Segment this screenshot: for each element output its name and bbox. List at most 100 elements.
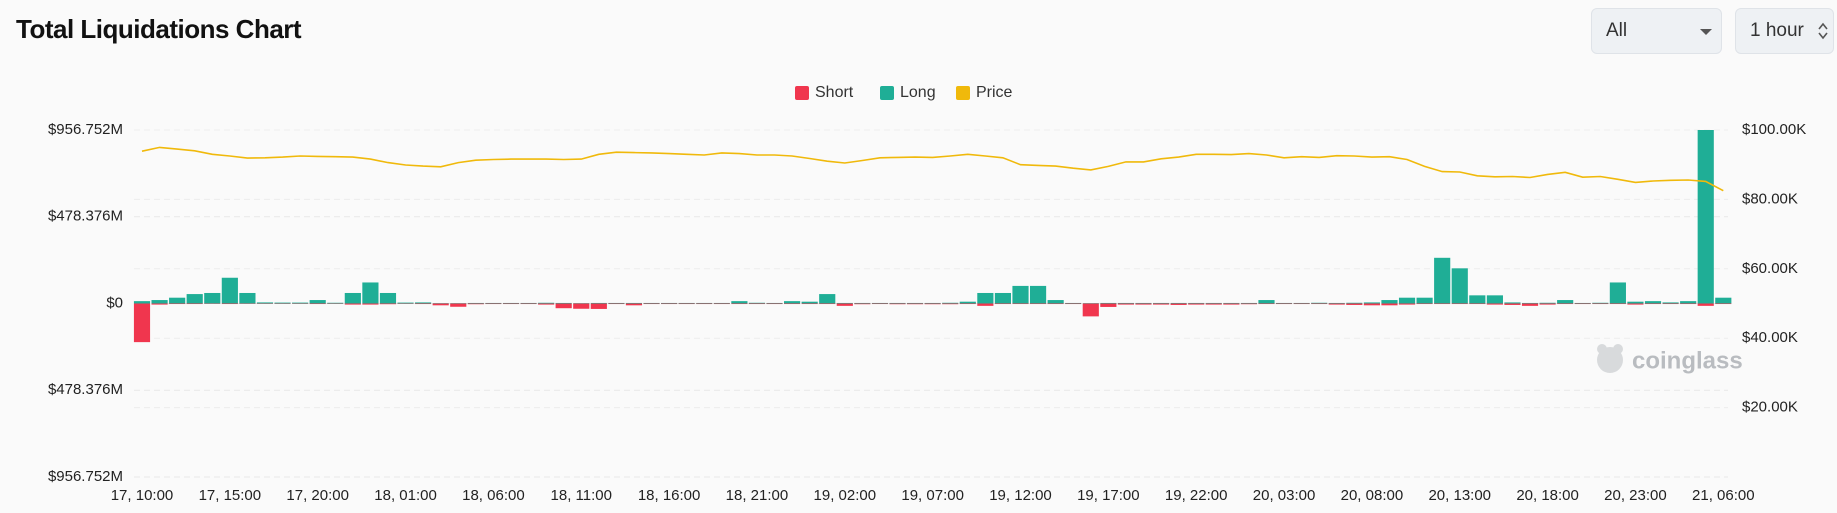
bar (256, 302, 274, 304)
bar (344, 292, 361, 304)
bar (1117, 303, 1135, 305)
y-tick-label: $0 (106, 294, 123, 311)
page-title: Total Liquidations Chart (16, 14, 302, 44)
bar (854, 302, 871, 304)
bar (292, 302, 309, 304)
bar (924, 302, 941, 304)
bar (1293, 302, 1310, 304)
bar (1557, 303, 1574, 305)
x-tick-label: 17, 20:00 (286, 487, 349, 504)
watermark: coinglass (1632, 347, 1743, 374)
bar (1328, 303, 1345, 305)
legend-item[interactable]: Price (956, 84, 1013, 101)
bar (1240, 302, 1257, 304)
bar (977, 303, 994, 306)
bar (801, 303, 818, 305)
bar (1434, 303, 1451, 305)
bar (1029, 285, 1047, 304)
legend-swatch (880, 86, 894, 100)
bar (1258, 300, 1275, 304)
bar (1293, 303, 1310, 305)
bar (555, 302, 572, 304)
bar (942, 303, 959, 305)
bar (1381, 300, 1398, 304)
bar (1697, 130, 1714, 304)
bar (309, 303, 326, 305)
x-tick-label: 17, 15:00 (199, 487, 262, 504)
interval-select[interactable]: 1 hour (1735, 8, 1834, 54)
bar (625, 303, 643, 306)
bar (1188, 303, 1205, 305)
bar (1152, 303, 1170, 305)
bar (1328, 302, 1345, 304)
bar (221, 303, 238, 305)
bar (309, 300, 326, 304)
x-tick-label: 19, 17:00 (1077, 487, 1140, 504)
x-tick-label: 18, 11:00 (551, 487, 612, 504)
bar (1170, 303, 1187, 305)
legend-label: Long (900, 84, 936, 101)
bar (169, 297, 186, 304)
legend-item[interactable]: Long (880, 84, 936, 101)
bar (1398, 303, 1416, 305)
bar (133, 301, 151, 304)
bar (854, 303, 871, 305)
bar (1029, 303, 1047, 305)
legend-item[interactable]: Short (795, 84, 854, 101)
bar (1346, 302, 1363, 304)
bar (1574, 303, 1591, 305)
bar (1117, 302, 1135, 304)
bar (1311, 303, 1328, 305)
bar (784, 303, 801, 305)
bar (485, 302, 502, 304)
bar (590, 303, 607, 309)
x-tick-label: 19, 02:00 (814, 487, 877, 504)
bar (1627, 303, 1644, 305)
bar (1240, 303, 1257, 305)
bar (133, 303, 151, 343)
legend-label: Short (815, 84, 854, 101)
bar (1451, 303, 1468, 305)
price-line (141, 146, 1724, 192)
bar (977, 292, 994, 304)
bar (1135, 303, 1152, 305)
bar (379, 303, 397, 305)
bar (1346, 303, 1363, 305)
bar (573, 303, 590, 309)
legend-swatch (956, 86, 970, 100)
bar (713, 302, 730, 304)
bar (415, 302, 432, 304)
bar (889, 302, 906, 304)
bar (1715, 303, 1732, 305)
bar (520, 302, 537, 304)
bar (1188, 302, 1205, 304)
bar (906, 302, 924, 304)
bar (1504, 303, 1521, 305)
bar (397, 302, 414, 304)
bar (1539, 302, 1556, 304)
x-tick-label: 19, 22:00 (1165, 487, 1228, 504)
bar (819, 294, 836, 304)
watermark-logo (1597, 344, 1623, 373)
bar (221, 277, 238, 304)
bar (1416, 297, 1433, 304)
bar (801, 301, 818, 304)
bar (186, 303, 203, 305)
bar (924, 303, 941, 305)
coin-select[interactable]: All (1591, 8, 1722, 54)
y-tick-label: $478.376M (48, 208, 123, 225)
bar (1363, 303, 1380, 306)
bar (1680, 303, 1697, 305)
bar (1223, 302, 1240, 304)
bar (959, 301, 976, 304)
bar (1644, 301, 1662, 304)
bar (836, 303, 853, 306)
x-tick-label: 19, 12:00 (989, 487, 1052, 504)
bar (274, 302, 291, 304)
bar (467, 302, 484, 304)
bar (1609, 282, 1626, 304)
bar (1592, 303, 1609, 305)
bar (748, 303, 766, 305)
bar (1363, 302, 1380, 304)
bar (661, 303, 678, 305)
